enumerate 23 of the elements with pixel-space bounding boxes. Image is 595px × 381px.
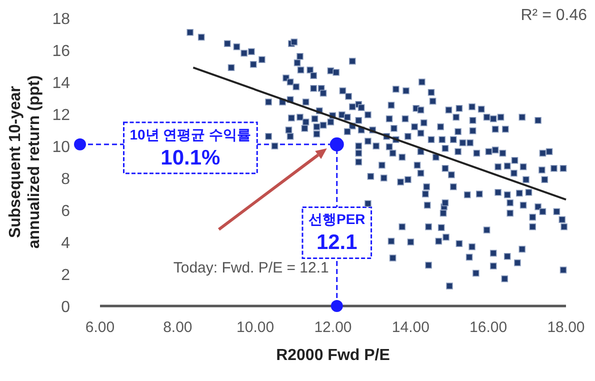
ref-line-label: 10년 연평균 수익률 10.1% [130,126,252,170]
x-tick-label: 8.00 [163,319,192,336]
annotation: R² = 0.46 [520,7,588,24]
x-tick-label: 12.00 [314,319,352,336]
y-tick-label: 18 [52,11,70,28]
ref-line-label: 선행PER 12.1 [308,211,366,254]
x-tick-label: 14.00 [392,319,430,336]
y-tick-label: 6 [61,203,70,220]
y-tick-label: 2 [61,267,70,284]
y-tick-label: 8 [61,171,70,188]
y-tick-label: 4 [61,235,70,252]
x-tick-label: 6.00 [85,319,115,336]
x-tick-label: 10.00 [236,319,274,336]
y-tick-label: 0 [61,299,70,316]
y-axis-title: Subsequent 10-year annualized return (ppt) [7,75,43,249]
y-tick-label: 10 [52,139,70,156]
x-tick-label: 16.00 [470,319,508,336]
y-tick-label: 12 [52,107,70,124]
annotation: Today: Fwd. P/E = 12.1 [173,259,329,276]
x-tick-label: 18.00 [547,319,585,336]
y-tick-label: 14 [52,75,70,92]
x-axis-title: R2000 Fwd P/E [276,347,390,364]
y-tick-label: 16 [52,43,70,60]
